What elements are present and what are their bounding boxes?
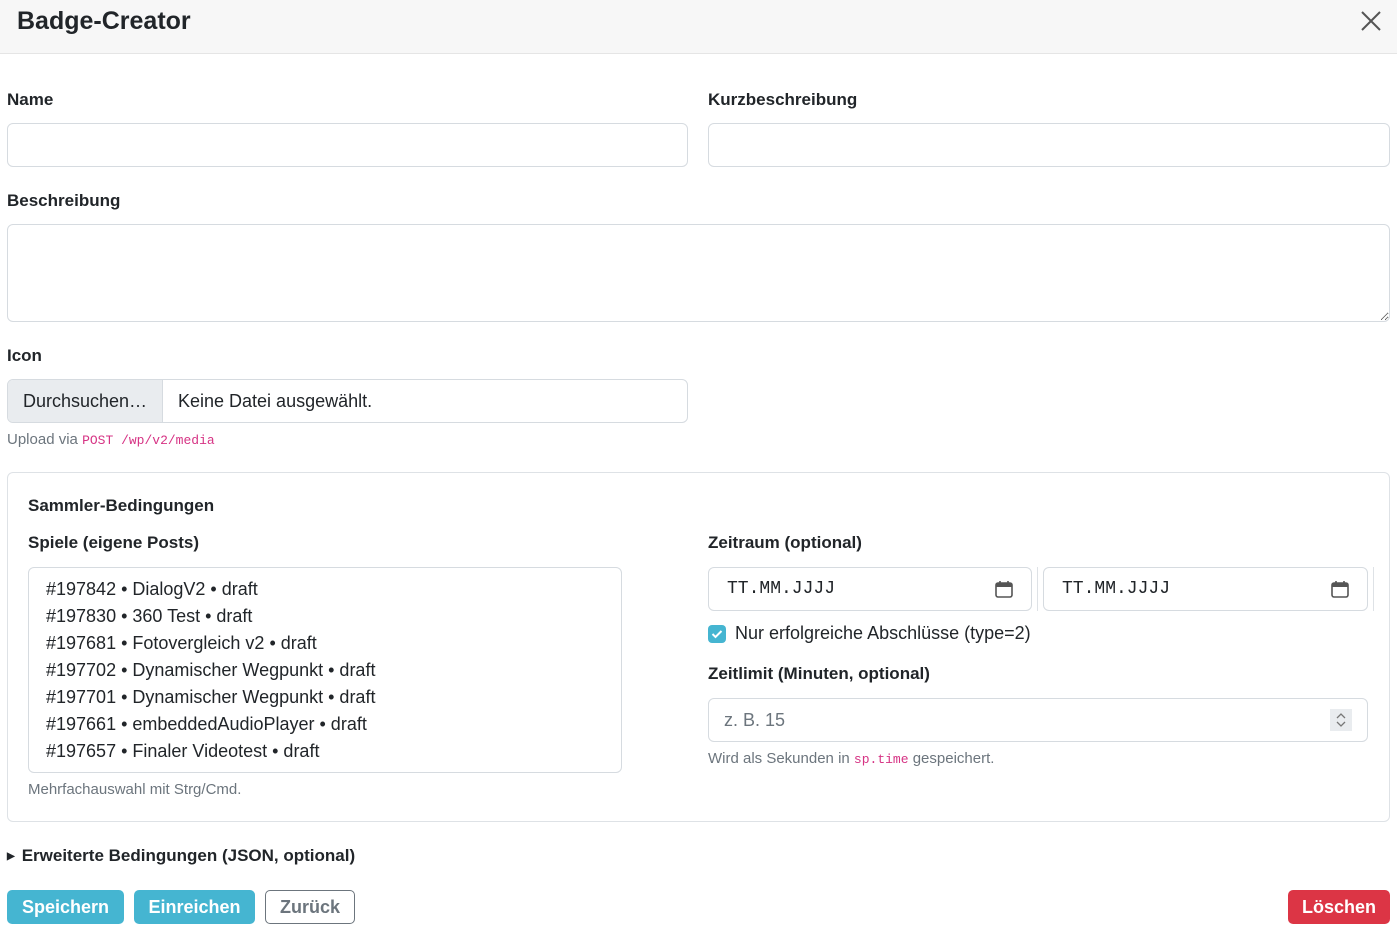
submit-button[interactable]: Einreichen [134, 890, 255, 924]
modal-header [0, 0, 1397, 54]
spinner-icon[interactable] [1330, 709, 1352, 731]
game-option[interactable]: #197681 • Fotovergleich v2 • draft [46, 633, 317, 653]
advanced-label: Erweiterte Bedingungen (JSON, optional) [21, 846, 356, 865]
timelimit-placeholder: z. B. 15 [724, 709, 786, 730]
game-option[interactable]: #197830 • 360 Test • draft [46, 606, 253, 626]
date-from-placeholder: TT.MM.JJJJ [727, 579, 836, 599]
modal-title: Badge-Creator [17, 7, 191, 35]
date-to-placeholder: TT.MM.JJJJ [1062, 579, 1171, 599]
upload-hint-text: Upload via [7, 431, 78, 448]
games-multiselect[interactable]: #197842 • DialogV2 • draft #197830 • 360 … [28, 567, 622, 773]
icon-label: Icon [7, 346, 42, 365]
name-label: Name [7, 90, 54, 109]
icon-file-input[interactable]: Durchsuchen… Keine Datei ausgewählt. [7, 379, 688, 423]
triangle-right-icon: ▶ [7, 850, 15, 862]
delete-button[interactable]: Löschen [1288, 890, 1390, 924]
short-description-input[interactable] [708, 123, 1390, 167]
advanced-conditions-toggle[interactable]: ▶ Erweiterte Bedingungen (JSON, optional) [7, 846, 355, 866]
game-option[interactable]: #197702 • Dynamischer Wegpunkt • draft [46, 660, 376, 680]
description-textarea[interactable] [7, 224, 1390, 322]
game-option[interactable]: #197661 • embeddedAudioPlayer • draft [46, 714, 367, 734]
close-icon[interactable] [1358, 8, 1384, 34]
timelimit-label: Zeitlimit (Minuten, optional) [708, 664, 930, 683]
conditions-title: Sammler-Bedingungen [28, 496, 215, 515]
timelimit-hint: Wird als Sekunden in sp.time gespeichert… [708, 750, 994, 767]
period-label: Zeitraum (optional) [708, 533, 862, 552]
success-only-checkbox[interactable] [708, 625, 726, 643]
date-to-input[interactable]: TT.MM.JJJJ [1043, 567, 1368, 611]
success-only-label: Nur erfolgreiche Abschlüsse (type=2) [735, 623, 1031, 643]
upload-hint: Upload via POST /wp/v2/media [7, 431, 215, 448]
game-option[interactable]: #197842 • DialogV2 • draft [46, 579, 258, 599]
hint-code: sp.time [853, 752, 909, 767]
timelimit-input[interactable]: z. B. 15 [708, 698, 1368, 742]
file-status: Keine Datei ausgewählt. [178, 390, 373, 411]
date-from-input[interactable]: TT.MM.JJJJ [708, 567, 1032, 611]
back-button[interactable]: Zurück [265, 890, 355, 924]
browse-button[interactable]: Durchsuchen… [8, 380, 163, 422]
description-label: Beschreibung [7, 191, 121, 210]
calendar-icon[interactable] [1331, 580, 1349, 598]
divider [1373, 567, 1374, 611]
game-option[interactable]: #197657 • Finaler Videotest • draft [46, 741, 320, 761]
save-button[interactable]: Speichern [7, 890, 124, 924]
upload-endpoint: POST /wp/v2/media [82, 433, 215, 448]
calendar-icon[interactable] [995, 580, 1013, 598]
game-option[interactable]: #197701 • Dynamischer Wegpunkt • draft [46, 687, 376, 707]
divider [1037, 567, 1038, 611]
games-hint: Mehrfachauswahl mit Strg/Cmd. [28, 781, 242, 798]
conditions-card [7, 472, 1390, 822]
hint-text: gespeichert. [912, 750, 995, 767]
games-label: Spiele (eigene Posts) [28, 533, 199, 552]
short-description-label: Kurzbeschreibung [708, 90, 858, 109]
hint-text: Wird als Sekunden in [708, 750, 850, 767]
name-input[interactable] [7, 123, 688, 167]
